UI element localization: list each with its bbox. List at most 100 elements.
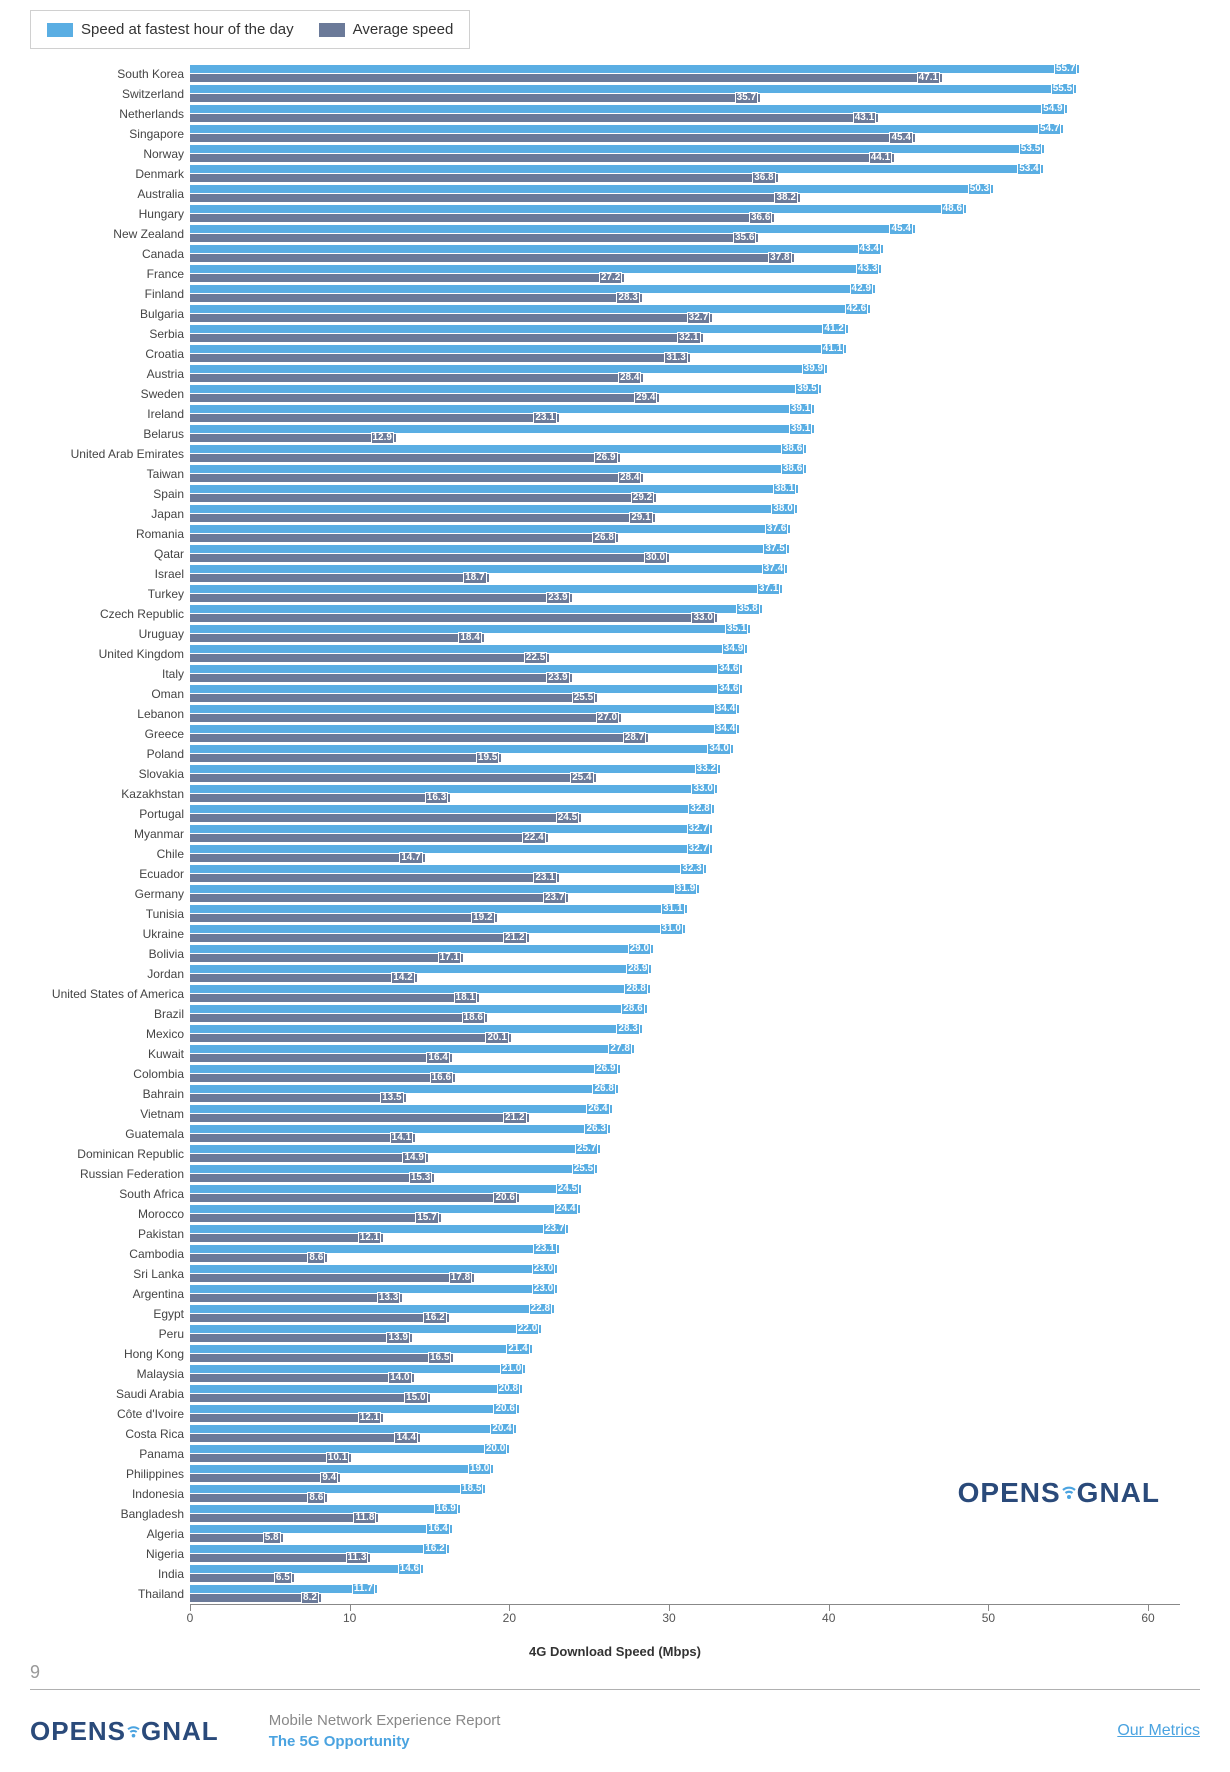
peak-bar: 18.5 (190, 1485, 485, 1493)
avg-value: 45.4 (889, 132, 912, 144)
peak-value: 23.0 (532, 1263, 555, 1275)
peak-bar: 54.7 (190, 125, 1063, 133)
chart-row: United Kingdom34.922.5 (190, 644, 1180, 664)
our-metrics-link[interactable]: Our Metrics (1117, 1722, 1200, 1740)
country-label: South Korea (117, 67, 190, 81)
avg-bar: 30.0 (190, 554, 669, 562)
avg-value: 16.5 (428, 1352, 451, 1364)
avg-bar: 32.1 (190, 334, 703, 342)
avg-value: 30.0 (644, 552, 667, 564)
peak-value: 37.4 (762, 563, 785, 575)
peak-bar: 25.7 (190, 1145, 600, 1153)
peak-bar: 34.9 (190, 645, 747, 653)
chart-row: Croatia41.131.3 (190, 344, 1180, 364)
avg-value: 23.1 (533, 872, 556, 884)
country-label: Ukraine (143, 927, 190, 941)
page-number: 9 (30, 1662, 40, 1683)
chart-row: Morocco24.415.7 (190, 1204, 1180, 1224)
country-label: Nigeria (146, 1547, 190, 1561)
peak-bar: 34.6 (190, 685, 742, 693)
avg-value: 35.7 (735, 92, 758, 104)
legend-avg-label: Average speed (353, 21, 454, 38)
peak-bar: 16.9 (190, 1505, 460, 1513)
chart-row: Australia50.338.2 (190, 184, 1180, 204)
peak-bar: 24.5 (190, 1185, 581, 1193)
chart-row: Norway53.544.1 (190, 144, 1180, 164)
avg-value: 14.1 (390, 1132, 413, 1144)
chart-row: United States of America28.818.1 (190, 984, 1180, 1004)
peak-bar: 31.9 (190, 885, 699, 893)
peak-value: 28.9 (626, 963, 649, 975)
legend-avg: Average speed (319, 21, 454, 38)
avg-value: 15.0 (404, 1392, 427, 1404)
avg-value: 16.3 (425, 792, 448, 804)
avg-bar: 12.1 (190, 1414, 383, 1422)
chart-row: Singapore54.745.4 (190, 124, 1180, 144)
peak-value: 41.1 (821, 343, 844, 355)
peak-bar: 37.4 (190, 565, 787, 573)
avg-bar: 14.2 (190, 974, 417, 982)
avg-value: 28.3 (616, 292, 639, 304)
avg-bar: 25.5 (190, 694, 597, 702)
avg-value: 8.6 (307, 1252, 325, 1264)
avg-bar: 14.1 (190, 1134, 415, 1142)
avg-value: 36.6 (749, 212, 772, 224)
country-label: Egypt (153, 1307, 190, 1321)
peak-bar: 20.0 (190, 1445, 509, 1453)
avg-value: 14.9 (402, 1152, 425, 1164)
chart-row: Bulgaria42.632.7 (190, 304, 1180, 324)
peak-value: 26.8 (592, 1083, 615, 1095)
chart-row: Netherlands54.943.1 (190, 104, 1180, 124)
peak-bar: 32.8 (190, 805, 714, 813)
avg-value: 5.8 (263, 1532, 281, 1544)
x-axis-title: 4G Download Speed (Mbps) (30, 1644, 1200, 1659)
avg-value: 24.5 (556, 812, 579, 824)
avg-value: 18.4 (458, 632, 481, 644)
country-label: United Arab Emirates (71, 447, 190, 461)
peak-value: 39.1 (789, 403, 812, 415)
country-label: United Kingdom (99, 647, 190, 661)
peak-bar: 34.6 (190, 665, 742, 673)
country-label: Spain (153, 487, 190, 501)
avg-value: 43.1 (853, 112, 876, 124)
peak-value: 20.6 (493, 1403, 516, 1415)
avg-bar: 8.6 (190, 1254, 327, 1262)
peak-value: 42.6 (845, 303, 868, 315)
avg-bar: 13.3 (190, 1294, 402, 1302)
peak-bar: 27.8 (190, 1045, 634, 1053)
avg-bar: 38.2 (190, 194, 800, 202)
avg-bar: 23.1 (190, 414, 559, 422)
chart-row: Greece34.428.7 (190, 724, 1180, 744)
avg-value: 33.0 (691, 612, 714, 624)
peak-value: 22.8 (529, 1303, 552, 1315)
avg-value: 16.2 (423, 1312, 446, 1324)
avg-value: 12.9 (371, 432, 394, 444)
avg-bar: 13.9 (190, 1334, 412, 1342)
peak-bar: 28.6 (190, 1005, 647, 1013)
peak-bar: 33.2 (190, 765, 720, 773)
avg-bar: 11.8 (190, 1514, 378, 1522)
avg-bar: 29.2 (190, 494, 656, 502)
avg-bar: 18.7 (190, 574, 489, 582)
footer-logo: OPENSGNAL (30, 1716, 219, 1747)
avg-bar: 6.5 (190, 1574, 294, 1582)
chart-row: Peru22.013.9 (190, 1324, 1180, 1344)
peak-bar: 26.8 (190, 1085, 618, 1093)
avg-bar: 36.6 (190, 214, 774, 222)
peak-value: 31.1 (661, 903, 684, 915)
country-label: Portugal (139, 807, 190, 821)
country-label: Saudi Arabia (116, 1387, 190, 1401)
peak-bar: 41.1 (190, 345, 846, 353)
country-label: Tunisia (146, 907, 190, 921)
peak-bar: 28.3 (190, 1025, 642, 1033)
country-label: Croatia (145, 347, 190, 361)
axis-tick-label: 40 (822, 1611, 835, 1625)
avg-value: 37.8 (768, 252, 791, 264)
chart-row: Taiwan38.628.4 (190, 464, 1180, 484)
avg-bar: 23.9 (190, 594, 572, 602)
peak-value: 22.0 (516, 1323, 539, 1335)
peak-bar: 39.1 (190, 425, 814, 433)
peak-value: 19.0 (468, 1463, 491, 1475)
country-label: Turkey (148, 587, 190, 601)
peak-value: 55.7 (1054, 63, 1077, 75)
